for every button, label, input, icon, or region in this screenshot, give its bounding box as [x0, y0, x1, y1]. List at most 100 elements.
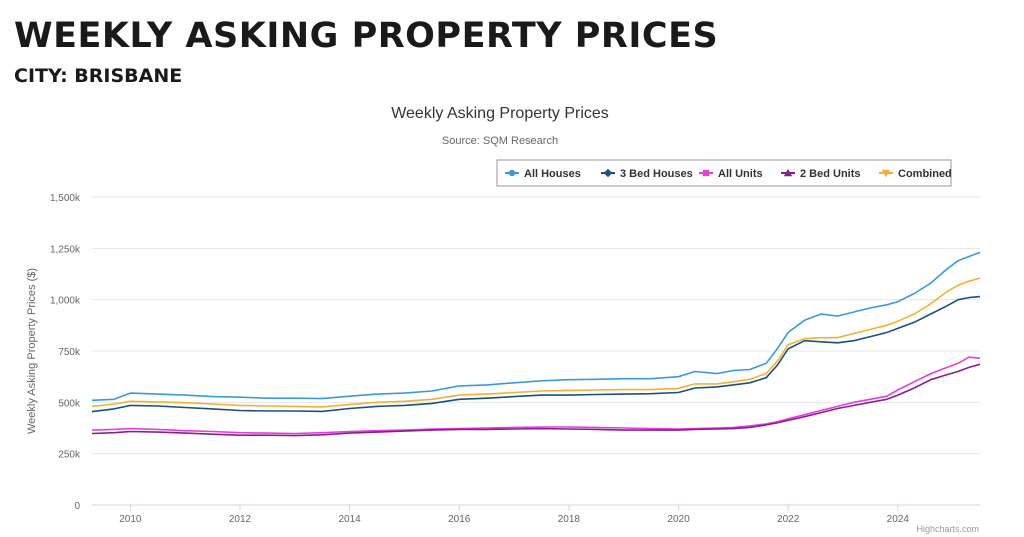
data-point[interactable]: [289, 430, 301, 442]
data-point[interactable]: [832, 332, 844, 344]
data-point[interactable]: [952, 366, 964, 378]
data-point[interactable]: [234, 399, 246, 411]
data-point[interactable]: [941, 263, 953, 275]
data-point[interactable]: [711, 423, 723, 435]
data-point[interactable]: [799, 411, 811, 423]
data-point[interactable]: [316, 429, 328, 441]
data-point[interactable]: [398, 395, 410, 407]
data-point[interactable]: [711, 378, 723, 390]
data-point[interactable]: [892, 296, 904, 308]
data-point[interactable]: [864, 302, 876, 314]
data-point[interactable]: [848, 306, 860, 318]
data-point[interactable]: [453, 389, 465, 401]
data-point[interactable]: [563, 384, 575, 396]
data-point[interactable]: [536, 385, 548, 397]
data-point[interactable]: [974, 272, 986, 284]
data-point[interactable]: [426, 393, 438, 405]
data-point[interactable]: [261, 429, 273, 441]
data-point[interactable]: [563, 423, 575, 435]
chart-credit[interactable]: Highcharts.com: [916, 524, 979, 534]
data-point[interactable]: [234, 429, 246, 441]
data-point[interactable]: [590, 384, 602, 396]
data-point[interactable]: [508, 423, 520, 435]
data-point[interactable]: [508, 387, 520, 399]
data-point[interactable]: [799, 314, 811, 326]
data-point[interactable]: [289, 400, 301, 412]
data-point[interactable]: [952, 294, 964, 306]
data-point[interactable]: [848, 328, 860, 340]
data-point[interactable]: [963, 361, 975, 373]
data-point[interactable]: [760, 357, 772, 369]
data-point[interactable]: [453, 423, 465, 435]
series-line-all-units[interactable]: [91, 356, 981, 435]
data-point[interactable]: [689, 423, 701, 435]
data-point[interactable]: [124, 395, 136, 407]
data-point[interactable]: [892, 389, 904, 401]
data-point[interactable]: [782, 327, 794, 339]
data-point[interactable]: [179, 427, 191, 439]
data-point[interactable]: [963, 251, 975, 263]
data-point[interactable]: [590, 373, 602, 385]
data-point[interactable]: [207, 428, 219, 440]
data-point[interactable]: [744, 421, 756, 433]
data-point[interactable]: [689, 378, 701, 390]
data-point[interactable]: [108, 427, 120, 439]
data-point[interactable]: [864, 396, 876, 408]
series-line-2-bed-units[interactable]: [91, 363, 981, 437]
data-point[interactable]: [963, 275, 975, 287]
data-point[interactable]: [727, 376, 739, 388]
data-point[interactable]: [832, 403, 844, 415]
data-point[interactable]: [974, 246, 986, 258]
data-point[interactable]: [618, 424, 630, 436]
data-point[interactable]: [426, 424, 438, 436]
data-point[interactable]: [908, 382, 920, 394]
data-point[interactable]: [760, 419, 772, 431]
data-point[interactable]: [645, 424, 657, 436]
data-point[interactable]: [952, 255, 964, 267]
data-point[interactable]: [771, 355, 783, 367]
data-point[interactable]: [864, 323, 876, 335]
data-point[interactable]: [207, 398, 219, 410]
data-point[interactable]: [179, 397, 191, 409]
data-point[interactable]: [908, 288, 920, 300]
data-point[interactable]: [832, 310, 844, 322]
data-point[interactable]: [908, 308, 920, 320]
data-point[interactable]: [925, 277, 937, 289]
data-point[interactable]: [673, 371, 685, 383]
data-point[interactable]: [618, 384, 630, 396]
data-point[interactable]: [760, 368, 772, 380]
data-point[interactable]: [815, 407, 827, 419]
data-point[interactable]: [371, 396, 383, 408]
data-point[interactable]: [782, 339, 794, 351]
data-point[interactable]: [925, 298, 937, 310]
data-point[interactable]: [952, 279, 964, 291]
data-point[interactable]: [152, 426, 164, 438]
data-point[interactable]: [344, 398, 356, 410]
data-point[interactable]: [344, 427, 356, 439]
data-point[interactable]: [925, 374, 937, 386]
data-point[interactable]: [727, 365, 739, 377]
data-point[interactable]: [815, 332, 827, 344]
data-point[interactable]: [261, 400, 273, 412]
data-point[interactable]: [941, 300, 953, 312]
data-point[interactable]: [711, 368, 723, 380]
data-point[interactable]: [590, 423, 602, 435]
data-point[interactable]: [974, 358, 986, 370]
data-point[interactable]: [848, 399, 860, 411]
data-point[interactable]: [744, 373, 756, 385]
series-line-3-bed-houses[interactable]: [91, 295, 981, 413]
data-point[interactable]: [799, 333, 811, 345]
data-point[interactable]: [481, 388, 493, 400]
data-point[interactable]: [963, 292, 975, 304]
data-point[interactable]: [782, 414, 794, 426]
data-point[interactable]: [771, 417, 783, 429]
data-point[interactable]: [892, 315, 904, 327]
legend-item-all-units[interactable]: All Units: [699, 168, 763, 180]
data-point[interactable]: [881, 393, 893, 405]
data-point[interactable]: [316, 401, 328, 413]
data-point[interactable]: [815, 308, 827, 320]
data-point[interactable]: [673, 424, 685, 436]
data-point[interactable]: [941, 286, 953, 298]
data-point[interactable]: [974, 291, 986, 303]
series-line-all-houses[interactable]: [91, 251, 981, 402]
